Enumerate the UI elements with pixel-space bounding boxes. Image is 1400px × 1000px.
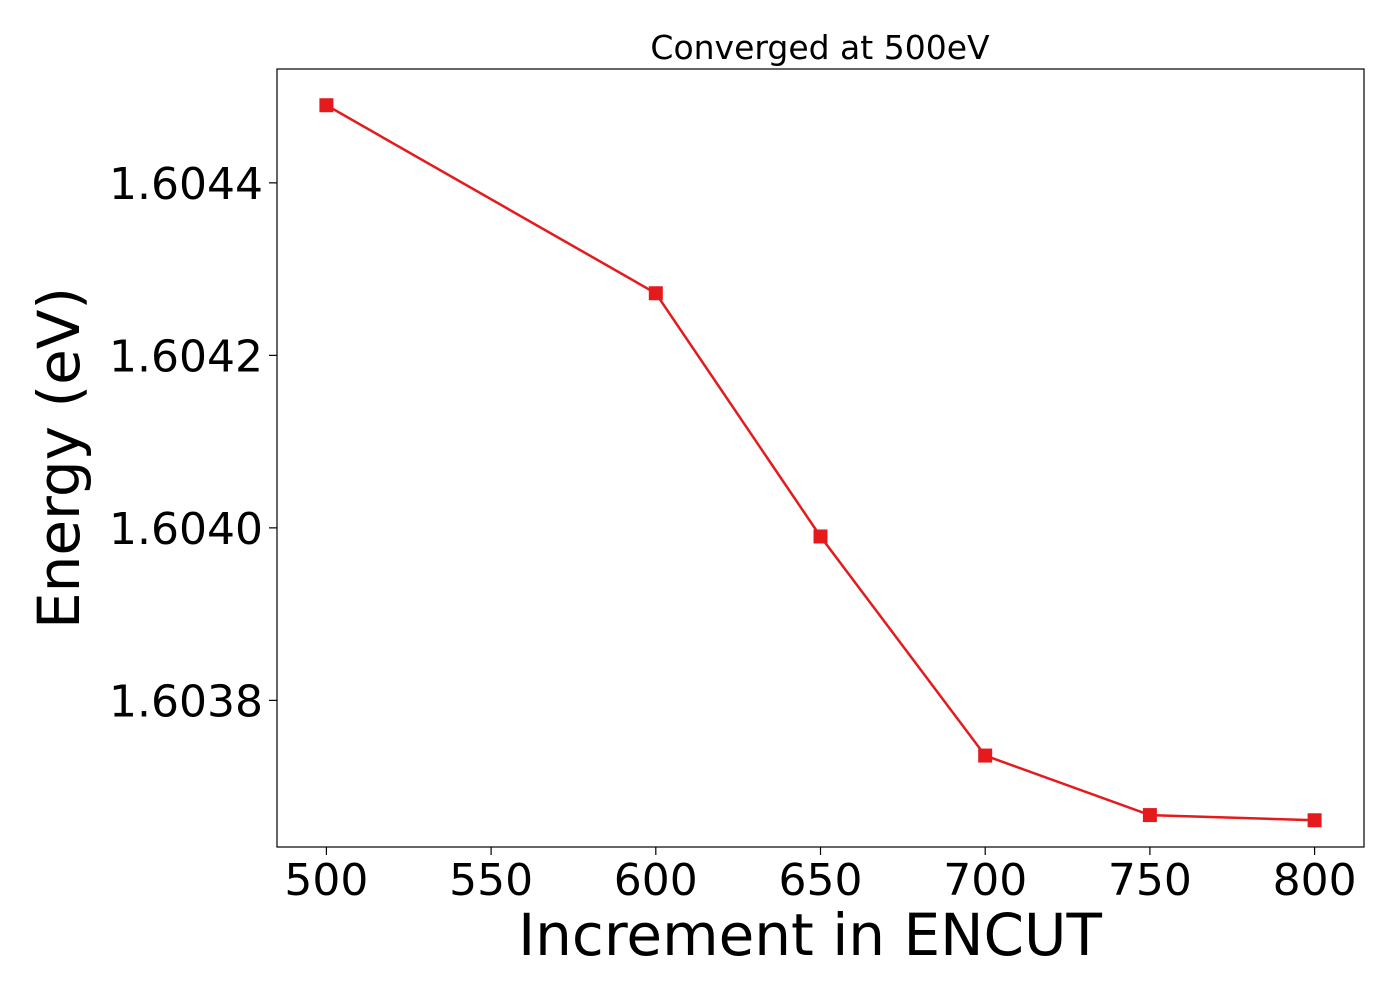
y-tick-label: 1.6040 (109, 504, 263, 555)
x-axis-label: Increment in ENCUT (518, 901, 1102, 969)
x-tick-label: 500 (284, 855, 368, 906)
y-axis: 1.6038 1.6040 1.6042 1.6044 (109, 159, 277, 727)
series-line (325, 104, 1315, 822)
series-layer (319, 98, 1322, 828)
data-point-marker (1307, 813, 1322, 828)
plot-area (276, 68, 1365, 848)
data-point-marker (319, 98, 334, 113)
data-point-marker (813, 529, 828, 544)
data-point-marker (1142, 808, 1157, 823)
x-tick-label: 750 (1108, 855, 1192, 906)
data-point-marker (978, 748, 993, 763)
y-axis-label: Energy (eV) (25, 287, 93, 629)
chart-title: Converged at 500eV (650, 28, 990, 67)
x-axis: 500 550 600 650 700 750 800 (284, 847, 1357, 906)
y-tick-label: 1.6044 (109, 159, 263, 210)
x-tick-label: 650 (779, 855, 863, 906)
y-tick-label: 1.6038 (109, 676, 263, 727)
x-tick-label: 700 (943, 855, 1027, 906)
x-tick-label: 800 (1273, 855, 1357, 906)
x-tick-label: 550 (449, 855, 533, 906)
x-tick-label: 600 (614, 855, 698, 906)
data-point-marker (648, 286, 663, 301)
y-tick-label: 1.6042 (109, 331, 263, 382)
